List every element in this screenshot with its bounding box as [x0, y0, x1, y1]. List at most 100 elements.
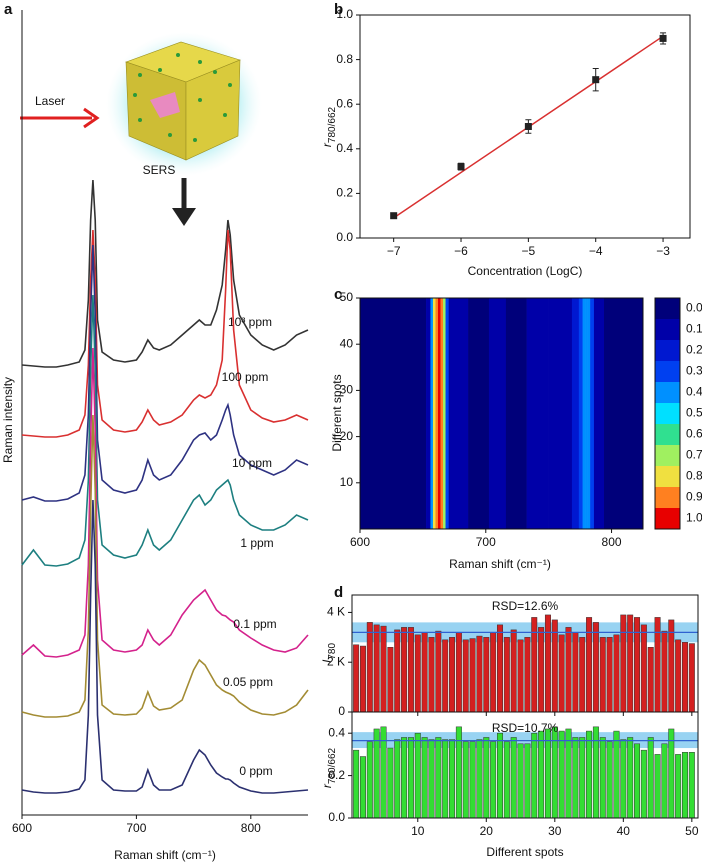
data-point: [457, 163, 465, 171]
bar: [401, 737, 408, 819]
bar: [544, 614, 551, 713]
bar: [510, 629, 517, 713]
illustration: [20, 32, 262, 226]
series-label: 0.1 ppm: [233, 617, 276, 631]
bar: [647, 647, 654, 713]
bar: [476, 635, 483, 713]
data-point: [592, 76, 600, 84]
plot-frame: [351, 711, 699, 819]
panel-letter: c: [334, 286, 342, 303]
bar: [373, 624, 380, 713]
heatmap-strip: [505, 298, 527, 529]
colorbar-cell: [655, 319, 680, 341]
heatmap-strip: [468, 298, 490, 529]
bar: [476, 739, 483, 819]
bar: [387, 647, 394, 713]
bar: [579, 637, 586, 713]
heatmap-strip: [548, 298, 562, 529]
heatmap-strip: [593, 298, 605, 529]
bar: [592, 622, 599, 713]
y-tick-label: 0.8: [336, 52, 353, 66]
y-tick-label: 1.0: [336, 7, 353, 21]
heatmap-strip: [587, 298, 591, 529]
bar: [538, 627, 545, 713]
bar: [620, 614, 627, 713]
series-label: 0 ppm: [239, 764, 272, 778]
colorbar-cell: [655, 403, 680, 425]
bar: [558, 634, 565, 713]
colorbar-label: 0.0: [686, 301, 702, 315]
bar: [497, 732, 503, 819]
heatmap-strip: [496, 298, 507, 529]
bar: [462, 741, 469, 819]
bar: [407, 627, 414, 713]
heatmap-strip: [561, 298, 573, 529]
bar: [558, 730, 565, 819]
colorbar-label: 0.1: [686, 322, 702, 336]
heatmap-strip: [437, 298, 441, 529]
bar: [462, 639, 469, 713]
bar: [627, 737, 634, 819]
bar: [606, 637, 613, 713]
x-tick-label: 600: [350, 535, 370, 549]
spectrum: [21, 499, 309, 794]
panel-letter: a: [4, 1, 13, 18]
bar: [654, 617, 661, 713]
x-axis-label: Different spots: [486, 845, 563, 859]
bar: [517, 639, 524, 713]
x-tick-label: 10: [411, 824, 425, 838]
bar: [668, 728, 675, 819]
bar: [579, 737, 586, 819]
heatmap-strip: [426, 298, 431, 529]
panel-letter: d: [334, 584, 343, 601]
heatmap-strip: [360, 298, 392, 529]
heatmap-strip: [440, 298, 444, 529]
bar: [380, 625, 387, 713]
colorbar-cell: [655, 424, 680, 446]
x-tick-label: 40: [617, 824, 631, 838]
bar: [688, 643, 695, 713]
bar: [394, 739, 401, 819]
bar: [661, 743, 668, 819]
heatmap-strip: [432, 298, 436, 529]
colorbar-label: 0.2: [686, 343, 702, 357]
colorbar-label: 0.7: [686, 448, 702, 462]
panel-letter: b: [334, 1, 343, 18]
series-label: 10 ppm: [232, 456, 272, 470]
bar: [538, 730, 545, 819]
y-tick-label: 0: [338, 704, 345, 718]
spectrum: [21, 229, 309, 438]
x-tick-label: −4: [589, 244, 603, 258]
heatmap-strip: [526, 298, 549, 529]
heatmap-strip: [578, 298, 583, 529]
colorbar-label: 0.6: [686, 427, 702, 441]
bar: [599, 737, 606, 819]
heatmap-strip: [435, 298, 439, 529]
bar: [394, 629, 401, 713]
bar: [490, 632, 497, 713]
x-tick-label: −3: [656, 244, 670, 258]
y-axis-label: Different spots: [330, 374, 344, 451]
x-tick-label: 800: [241, 821, 261, 835]
bar: [414, 634, 421, 713]
bar: [634, 617, 641, 713]
x-tick-label: 700: [126, 821, 146, 835]
heatmap-strip: [604, 298, 628, 529]
y-axis-label-main: Raman intensity: [1, 377, 15, 463]
bar: [366, 622, 373, 713]
data-point: [390, 212, 398, 220]
y-axis-label-main: Different spots: [330, 374, 344, 451]
series-label: 1 ppm: [240, 536, 273, 550]
x-axis-label: Raman shift (cm⁻¹): [449, 557, 551, 571]
x-tick-label: −7: [387, 244, 401, 258]
colorbar-label: 0.5: [686, 406, 702, 420]
bar: [517, 743, 524, 819]
bar: [531, 617, 538, 713]
series-label: 100 ppm: [222, 370, 269, 384]
data-point: [524, 123, 532, 130]
bar: [620, 739, 627, 819]
bar: [421, 632, 428, 713]
bar: [469, 741, 476, 819]
bar: [428, 739, 435, 819]
